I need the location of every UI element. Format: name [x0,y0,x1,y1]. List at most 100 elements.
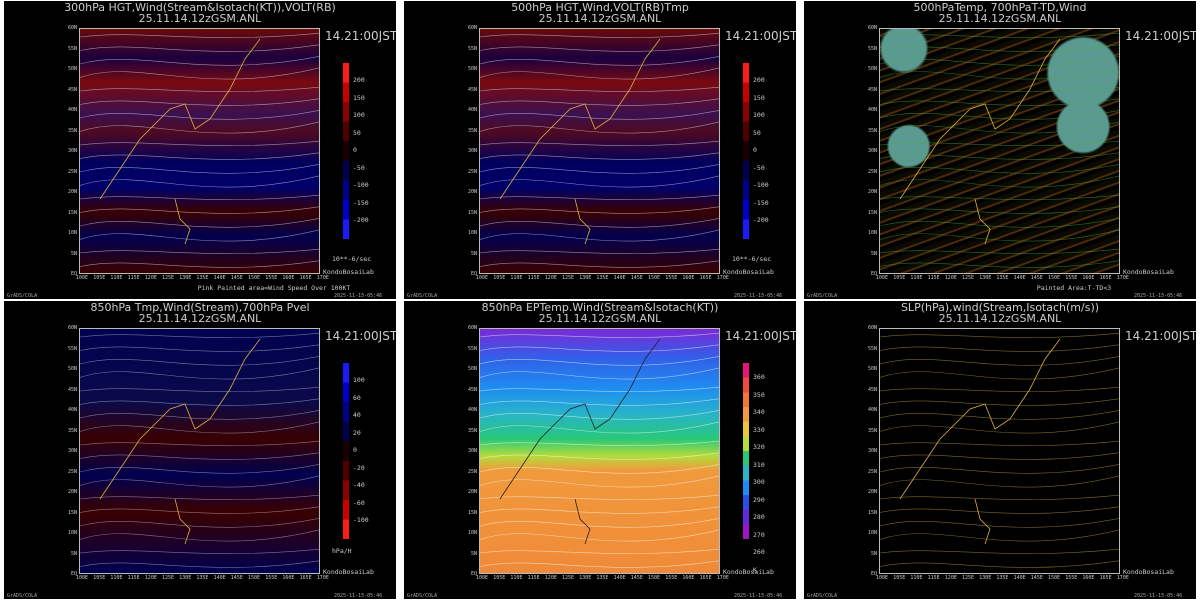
generated-date: 2025-11-15-05:46 [334,593,383,599]
streamline [880,529,1119,542]
lat-label: 30N [467,448,477,454]
credit-label: KondoBosaiLab [723,568,774,576]
lon-label: 115E [927,275,940,281]
lon-label: 105E [93,575,106,581]
lon-label: 115E [127,575,140,581]
lat-label: 35N [67,127,77,134]
streamline [880,56,1119,66]
lat-label: 10N [467,230,477,236]
colorbar-label: 300 [753,478,765,486]
lat-label: 10N [67,530,77,536]
lon-label: 135E [596,575,609,581]
streamlines [480,332,719,568]
streamline [480,32,719,38]
lat-label: 25N [67,468,77,475]
colorbar-label: 280 [753,513,765,521]
lon-label: 120E [544,275,557,281]
streamline [880,410,1119,420]
lat-label: 30N [467,148,477,154]
streamline [880,98,1119,106]
lon-label: 145E [630,575,643,581]
lat-label: EQ [470,271,477,277]
map-area [79,28,320,274]
streamline [480,386,719,392]
colorbar-label: 270 [753,530,765,539]
streamline [880,548,1119,554]
streamline [480,56,719,66]
streamline [80,464,319,474]
lat-label: 25N [467,468,477,475]
lat-label: 5N [870,250,877,257]
streamline [480,164,719,174]
lon-label: 125E [162,575,175,581]
lat-label: 35N [467,427,477,434]
colorbar-label: 260 [753,548,765,556]
valid-time: 14.21:00JST [325,29,396,43]
streamline [480,140,719,146]
lon-label: 150E [1048,575,1061,581]
software-label: GrADS/COLA [407,293,438,299]
lat-label: 50N [467,366,477,372]
lon-label: 165E [1099,575,1112,581]
lon-label: 165E [299,575,312,581]
lat-label: 20N [867,489,877,495]
lat-label: 35N [867,127,877,134]
colorbar-label: -60 [353,498,365,507]
valid-time: 14.21:00JST [725,29,796,43]
lon-label: 100E [476,575,489,581]
panel-title: 850hPa Tmp,Wind(Stream),700hPa Pvel [90,301,310,314]
streamline [80,494,319,500]
lat-label: 60N [67,25,77,31]
lat-label: 60N [467,325,477,331]
streamline [880,218,1119,228]
lon-label: 135E [196,575,209,581]
panel-title: 500hPaTemp, 700hPaT-TD,Wind [913,1,1087,14]
lat-label: 20N [467,489,477,495]
streamline [880,32,1119,38]
lon-label: 110E [510,275,523,281]
streamline [80,367,319,380]
footnote: Pink Painted area=Wind Speed Over 100KT [197,284,351,292]
lat-label: 5N [70,250,77,257]
streamline [880,475,1119,488]
streamline [480,110,719,120]
streamline [480,440,719,446]
panel-init-time: 25.11.14.12zGSM.ANL [538,12,662,25]
lat-label: 15N [67,509,77,516]
coastline [899,38,1061,245]
streamline [880,194,1119,200]
streamline [80,475,319,488]
streamline [80,218,319,228]
lat-label: 15N [467,509,477,516]
lon-label: 155E [265,575,278,581]
lat-label: 60N [467,25,477,31]
lon-label: 110E [110,575,123,581]
lon-label: 115E [927,575,940,581]
streamline [480,98,719,106]
lon-label: 150E [248,275,261,281]
colorbar-label: 0 [753,146,757,154]
streamline [880,386,1119,392]
streamline [880,248,1119,254]
colorbar-label: 0 [353,446,357,454]
streamline [80,452,319,460]
lon-label: 135E [196,275,209,281]
streamline [880,560,1119,568]
streamlines [480,32,719,268]
lon-label: 100E [76,575,89,581]
lat-label: 45N [467,386,477,393]
streamline [80,32,319,38]
lat-label: EQ [470,571,477,577]
lat-label: EQ [870,571,877,577]
colorbar-label: 40 [353,411,361,419]
streamline [480,560,719,568]
lat-label: 55N [467,45,477,52]
lat-label: 50N [67,366,77,372]
credit-label: KondoBosaiLab [1123,268,1174,276]
colorbar-label: 100 [753,111,765,119]
lon-label: 145E [1030,575,1043,581]
lon-label: 155E [1065,575,1078,581]
colorbar-label: -20 [353,463,365,472]
streamline [480,494,719,500]
